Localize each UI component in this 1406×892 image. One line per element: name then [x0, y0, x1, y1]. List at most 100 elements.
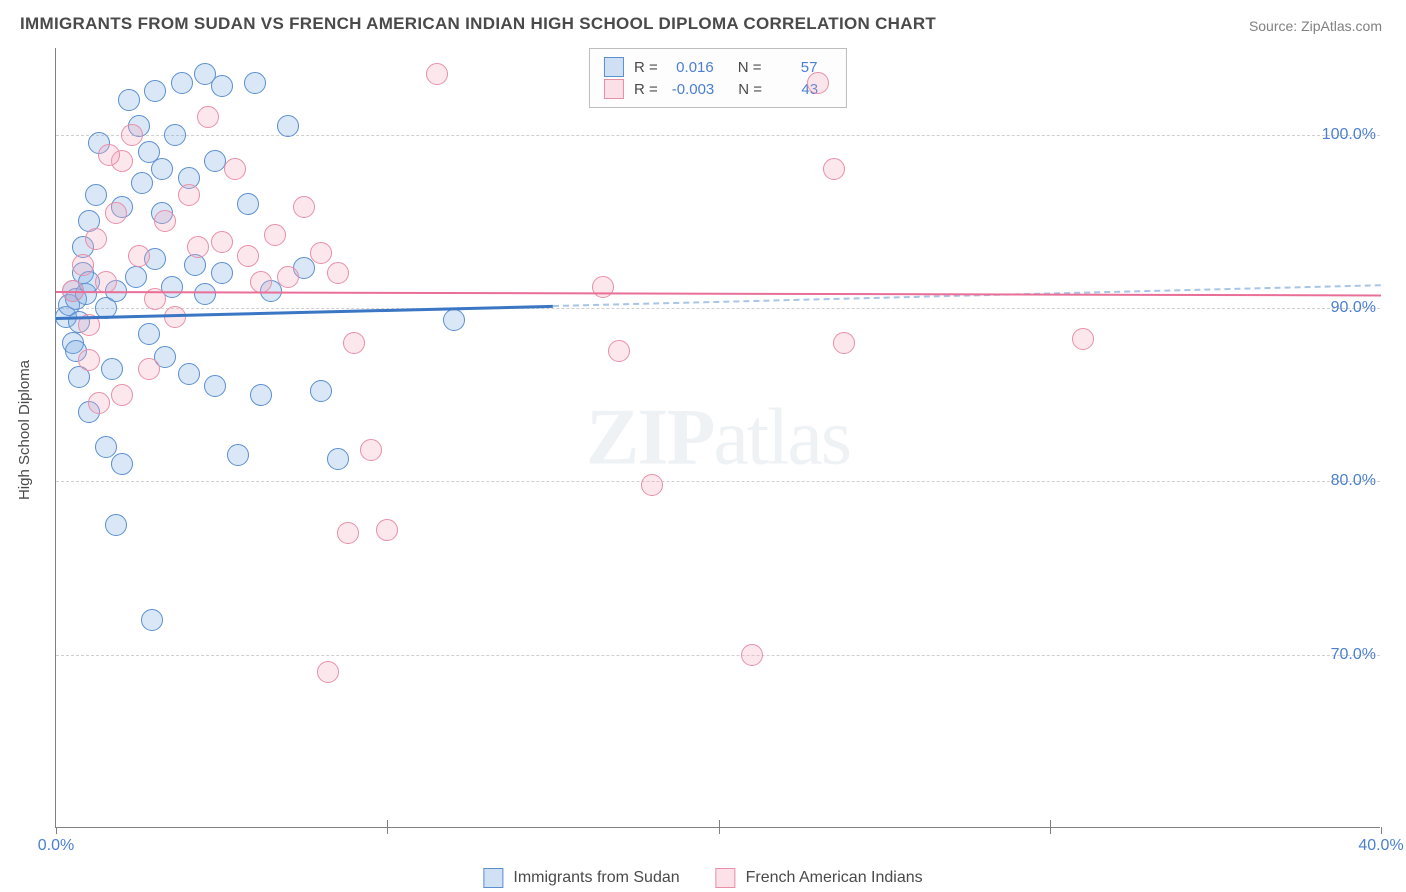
ytick-label: 100.0%: [1316, 126, 1376, 144]
swatch-blue-icon: [483, 868, 503, 888]
scatter-point: [237, 245, 259, 267]
scatter-point: [641, 474, 663, 496]
scatter-point: [310, 380, 332, 402]
chart-title: IMMIGRANTS FROM SUDAN VS FRENCH AMERICAN…: [20, 14, 936, 34]
gridline-horizontal: [56, 481, 1380, 482]
legend-item-series2: French American Indians: [716, 868, 923, 888]
n-label: N =: [738, 59, 762, 76]
scatter-point: [224, 158, 246, 180]
scatter-point: [376, 519, 398, 541]
scatter-point: [138, 323, 160, 345]
scatter-point: [85, 184, 107, 206]
scatter-point: [204, 150, 226, 172]
scatter-point: [72, 254, 94, 276]
scatter-point: [277, 115, 299, 137]
scatter-point: [250, 384, 272, 406]
gridline-horizontal: [56, 655, 1380, 656]
source-name: ZipAtlas.com: [1301, 18, 1382, 34]
scatter-point: [237, 193, 259, 215]
legend-row-series1: R = 0.016 N = 57: [604, 57, 832, 77]
series-legend: Immigrants from Sudan French American In…: [483, 868, 922, 888]
scatter-point: [78, 349, 100, 371]
scatter-point: [741, 644, 763, 666]
scatter-point: [343, 332, 365, 354]
scatter-point: [95, 436, 117, 458]
xtick-label: 0.0%: [38, 837, 74, 855]
scatter-point: [178, 184, 200, 206]
y-axis-label: High School Diploma: [16, 360, 33, 500]
scatter-point: [211, 231, 233, 253]
watermark-rest: atlas: [713, 393, 850, 481]
scatter-point: [111, 453, 133, 475]
scatter-point: [360, 439, 382, 461]
scatter-point: [98, 144, 120, 166]
xtick-mark: [56, 827, 57, 834]
ytick-label: 90.0%: [1316, 299, 1376, 317]
scatter-point: [144, 80, 166, 102]
scatter-point: [121, 124, 143, 146]
gridline-horizontal: [56, 135, 1380, 136]
scatter-point: [244, 72, 266, 94]
scatter-point: [443, 309, 465, 331]
scatter-point: [211, 262, 233, 284]
gridline-horizontal: [56, 308, 1380, 309]
r-value-series2: -0.003: [672, 81, 715, 98]
scatter-point: [327, 448, 349, 470]
scatter-point: [250, 271, 272, 293]
scatter-point: [141, 609, 163, 631]
xtick-mark: [1381, 827, 1382, 834]
scatter-point: [204, 375, 226, 397]
scatter-point: [101, 358, 123, 380]
scatter-point: [337, 522, 359, 544]
r-label: R =: [634, 59, 658, 76]
scatter-point: [111, 384, 133, 406]
legend-label-series2: French American Indians: [746, 869, 923, 887]
watermark-bold: ZIP: [586, 393, 713, 481]
scatter-point: [88, 392, 110, 414]
source-label: Source:: [1249, 18, 1301, 34]
n-label: N =: [738, 81, 762, 98]
scatter-point: [154, 210, 176, 232]
xtick-label: 40.0%: [1358, 837, 1403, 855]
scatter-point: [187, 236, 209, 258]
scatter-point: [85, 228, 107, 250]
scatter-point: [592, 276, 614, 298]
swatch-pink-icon: [604, 79, 624, 99]
scatter-point: [131, 172, 153, 194]
swatch-pink-icon: [716, 868, 736, 888]
ytick-label: 80.0%: [1316, 472, 1376, 490]
trend-line: [56, 291, 1381, 296]
legend-label-series1: Immigrants from Sudan: [513, 869, 679, 887]
scatter-point: [151, 158, 173, 180]
ytick-label: 70.0%: [1316, 646, 1376, 664]
watermark-text: ZIPatlas: [586, 392, 850, 483]
scatter-point: [823, 158, 845, 180]
scatter-point: [125, 266, 147, 288]
scatter-point: [293, 196, 315, 218]
scatter-point: [105, 202, 127, 224]
scatter-point: [194, 283, 216, 305]
r-value-series1: 0.016: [672, 59, 714, 76]
legend-item-series1: Immigrants from Sudan: [483, 868, 679, 888]
scatter-point: [118, 89, 140, 111]
scatter-point: [105, 514, 127, 536]
scatter-point: [211, 75, 233, 97]
scatter-point: [807, 72, 829, 94]
scatter-point: [1072, 328, 1094, 350]
scatter-point: [264, 224, 286, 246]
scatter-point: [164, 124, 186, 146]
trend-line: [56, 305, 553, 320]
scatter-point: [310, 242, 332, 264]
scatter-point: [277, 266, 299, 288]
scatter-point: [833, 332, 855, 354]
scatter-point: [128, 245, 150, 267]
scatter-point: [95, 271, 117, 293]
legend-row-series2: R = -0.003 N = 43: [604, 79, 832, 99]
source-attribution: Source: ZipAtlas.com: [1249, 18, 1382, 34]
scatter-point: [197, 106, 219, 128]
scatter-point: [227, 444, 249, 466]
scatter-point: [327, 262, 349, 284]
scatter-point: [178, 363, 200, 385]
r-label: R =: [634, 81, 658, 98]
scatter-point: [426, 63, 448, 85]
